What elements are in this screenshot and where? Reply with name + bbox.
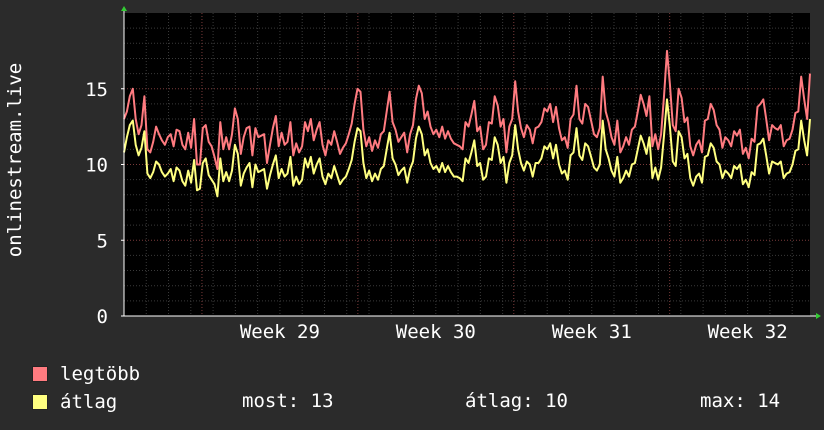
- x-tick-label: Week 30: [396, 321, 476, 343]
- y-tick-label: 5: [97, 230, 108, 252]
- legend-label-avg: átlag: [60, 391, 118, 413]
- x-tick-label: Week 29: [240, 321, 320, 343]
- series-line-avg: [123, 98, 811, 198]
- legend-label-max: legtöbb: [60, 363, 141, 385]
- legend-swatch-avg: [32, 394, 48, 410]
- x-tick-label: Week 32: [708, 321, 788, 343]
- y-axis-title: onlinestream.live: [4, 62, 26, 258]
- series-layer: [123, 49, 811, 198]
- x-tick-label: Week 31: [552, 321, 632, 343]
- stat-avg: átlag: 10: [465, 390, 568, 412]
- ticks-layer: 0 5 10 15 Week 29 Week 30 Week 31 Week 32: [85, 79, 788, 343]
- stat-now: most: 13: [242, 390, 334, 412]
- x-axis-arrow: [816, 313, 821, 319]
- stat-max: max: 14: [700, 390, 781, 412]
- grid-minor: [124, 13, 810, 316]
- y-tick-label: 0: [97, 306, 108, 328]
- y-axis-title-wrap: onlinestream.live: [0, 0, 30, 320]
- y-axis-arrow: [121, 6, 127, 11]
- axes-layer: [121, 6, 821, 319]
- y-tick-label: 15: [85, 79, 108, 101]
- legend-item-max: legtöbb: [32, 363, 140, 385]
- legend-item-avg: átlag: [32, 391, 117, 413]
- y-tick-label: 10: [85, 155, 108, 177]
- legend-swatch-max: [32, 366, 48, 382]
- series-line-max: [123, 49, 811, 170]
